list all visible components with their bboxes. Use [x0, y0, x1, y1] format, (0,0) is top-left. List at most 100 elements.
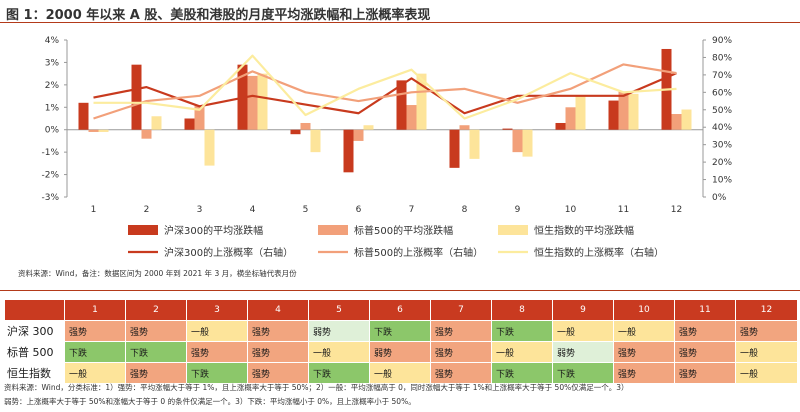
month-header: 8 — [491, 299, 553, 321]
table-cell: 强势 — [125, 320, 187, 342]
table-note-1: 资料来源：Wind，分类标准：1）强势：平均涨幅大于等于 1%，且上涨概率大于等… — [4, 383, 629, 392]
bar — [88, 129, 99, 132]
right-tick-label: 60% — [712, 88, 732, 98]
table-cell: 下跌 — [308, 362, 370, 384]
row-label: 沪深 300 — [4, 320, 65, 342]
month-header: 9 — [552, 299, 614, 321]
table-cell: 强势 — [64, 320, 126, 342]
left-tick-label: 1% — [45, 103, 60, 113]
right-tick-label: 50% — [712, 106, 732, 116]
left-tick-label: 3% — [45, 58, 60, 68]
bar — [78, 102, 89, 130]
bar — [406, 105, 417, 130]
table-cell: 一般 — [735, 362, 798, 384]
left-tick-label: -2% — [41, 171, 59, 181]
right-tick-label: 70% — [712, 71, 732, 81]
table-cell: 强势 — [125, 362, 187, 384]
table-cell: 一般 — [613, 320, 675, 342]
table-row: 沪深 300 强势 强势 一般 强势 弱势 下跌 强势 下跌 一般 一般 强势 强势 — [4, 320, 798, 342]
legend-swatch — [318, 225, 348, 235]
chart-source: 资料来源：Wind，备注：数据区间为 2000 年到 2021 年 3 月，横坐… — [18, 269, 297, 278]
month-header: 12 — [735, 299, 798, 321]
table-cell: 弱势 — [369, 341, 431, 363]
bar — [363, 125, 374, 130]
x-tick-label: 9 — [515, 205, 521, 215]
table-cell: 一般 — [369, 362, 431, 384]
x-tick-label: 12 — [671, 205, 682, 215]
x-tick-label: 11 — [618, 205, 629, 215]
bar — [449, 129, 460, 168]
table-cell: 强势 — [674, 320, 736, 342]
bar — [151, 116, 162, 130]
left-tick-label: -1% — [41, 148, 59, 158]
legend-label: 沪深300的平均涨跌幅 — [164, 224, 263, 237]
bar — [565, 107, 576, 130]
table-cell: 一般 — [552, 320, 614, 342]
table-note-2: 弱势：上涨概率大于等于 50%和涨幅大于等于 0 的条件仅满足一个。3）下跌：平… — [4, 397, 416, 406]
bar — [343, 129, 354, 173]
bar — [522, 129, 533, 157]
x-tick-label: 4 — [250, 205, 256, 215]
table-cell: 强势 — [735, 320, 798, 342]
bar — [300, 122, 311, 130]
x-tick-label: 10 — [565, 205, 577, 215]
right-tick-label: 30% — [712, 141, 732, 151]
x-tick-label: 7 — [409, 205, 415, 215]
table-cell: 一般 — [64, 362, 126, 384]
table-cell: 一般 — [186, 320, 248, 342]
table-cell: 强势 — [247, 341, 309, 363]
bar — [184, 118, 195, 130]
bar — [681, 109, 692, 130]
table-row: 恒生指数 一般 强势 下跌 强势 下跌 一般 强势 下跌 下跌 强势 强势 一般 — [4, 362, 798, 384]
bar — [310, 129, 321, 153]
right-tick-label: 40% — [712, 123, 732, 133]
x-tick-label: 1 — [91, 205, 97, 215]
legend-label: 标普500的平均涨跌幅 — [354, 224, 453, 237]
series-line — [93, 63, 677, 120]
month-header: 7 — [430, 299, 492, 321]
left-tick-label: 4% — [45, 36, 60, 46]
legend-swatch — [498, 225, 528, 235]
bar — [98, 129, 109, 132]
bar — [628, 93, 639, 130]
bar — [608, 100, 619, 130]
table-cell: 强势 — [247, 320, 309, 342]
bar — [502, 128, 513, 130]
month-header: 10 — [613, 299, 675, 321]
bar — [459, 125, 470, 130]
table-cell: 弱势 — [552, 341, 614, 363]
x-tick-label: 2 — [144, 205, 150, 215]
month-header: 5 — [308, 299, 370, 321]
right-tick-label: 10% — [712, 176, 732, 186]
bar — [618, 91, 629, 130]
table-cell: 下跌 — [186, 362, 248, 384]
table-cell: 强势 — [430, 341, 492, 363]
legend-label: 沪深300的上涨概率（右轴） — [164, 246, 293, 259]
right-tick-label: 20% — [712, 158, 732, 168]
right-tick-label: 80% — [712, 53, 732, 63]
bar — [396, 80, 407, 130]
table-cell: 下跌 — [125, 341, 187, 363]
table-header-row: 1 2 3 4 5 6 7 8 9 10 11 12 — [4, 299, 798, 321]
right-tick-label: 0% — [712, 193, 727, 203]
table-cell: 一般 — [491, 341, 553, 363]
table-corner — [4, 299, 65, 321]
x-tick-label: 8 — [462, 205, 468, 215]
table-cell: 下跌 — [64, 341, 126, 363]
x-tick-label: 3 — [197, 205, 203, 215]
table-cell: 强势 — [430, 362, 492, 384]
table-cell: 强势 — [613, 341, 675, 363]
figure-title: 图 1：2000 年以来 A 股、美股和港股的月度平均涨跌幅和上涨概率表现 — [6, 8, 431, 23]
table-cell: 强势 — [430, 320, 492, 342]
chart: 4%3%2%1%0%-1%-2%-3%90%80%70%60%50%40%30%… — [41, 36, 732, 259]
left-tick-label: -3% — [41, 193, 59, 203]
month-header: 2 — [125, 299, 187, 321]
left-tick-label: 2% — [45, 81, 60, 91]
month-header: 4 — [247, 299, 309, 321]
table-row: 标普 500 下跌 下跌 强势 强势 一般 弱势 强势 一般 弱势 强势 强势 一般 — [4, 341, 798, 363]
legend-swatch — [128, 225, 158, 235]
legend-label: 标普500的上涨概率（右轴） — [354, 246, 483, 259]
legend-label: 恒生指数的上涨概率（右轴） — [534, 246, 664, 259]
bar — [204, 129, 215, 166]
bar — [247, 75, 258, 130]
